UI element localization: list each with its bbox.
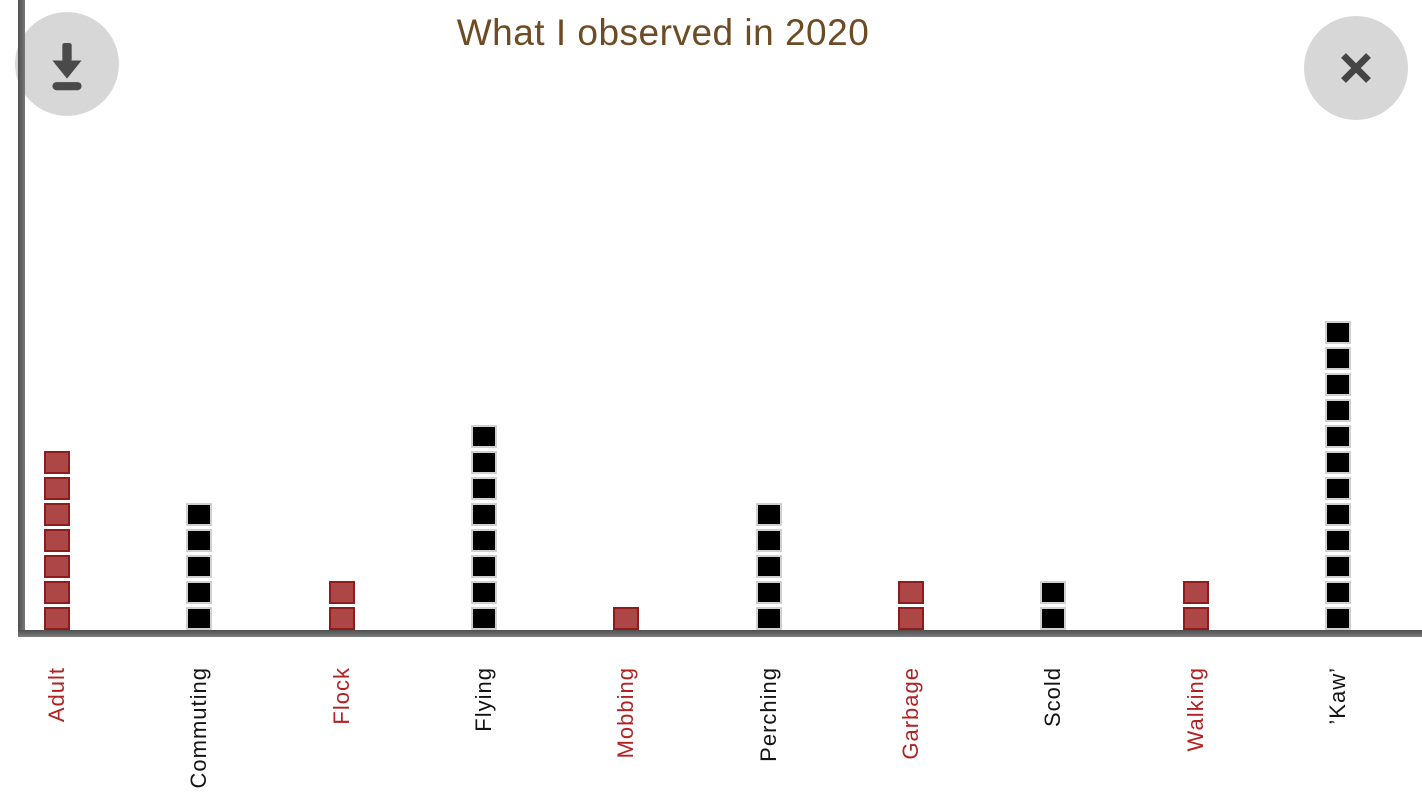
unit-square: [44, 607, 70, 630]
bar-flock: [328, 578, 355, 630]
unit-square: [1324, 477, 1351, 500]
bar-scold: [1040, 578, 1067, 630]
unit-square: [44, 503, 70, 526]
bar-flying: [470, 422, 497, 630]
unit-square: [755, 581, 782, 604]
x-tick-label-walking: Walking: [1182, 667, 1208, 752]
unit-square: [755, 555, 782, 578]
bar-adult: [44, 448, 70, 630]
unit-square: [1324, 399, 1351, 422]
x-tick-label-perching: Perching: [755, 667, 781, 762]
close-icon: [1326, 38, 1386, 98]
x-tick-label-scold: Scold: [1040, 667, 1066, 728]
unit-square: [470, 555, 497, 578]
unit-square: [470, 503, 497, 526]
unit-square: [186, 607, 213, 630]
page-title: What I observed in 2020: [456, 12, 870, 53]
x-tick-label-kaw: ’Kaw’: [1324, 667, 1350, 725]
unit-square: [897, 581, 924, 604]
unit-square: [1040, 581, 1067, 604]
unit-square: [186, 503, 213, 526]
bar-kaw: [1324, 318, 1351, 630]
unit-square: [186, 529, 213, 552]
unit-square: [1324, 425, 1351, 448]
x-tick-label-mobbing: Mobbing: [613, 667, 639, 759]
unit-square: [470, 451, 497, 474]
unit-square: [1040, 607, 1067, 630]
unit-square: [755, 529, 782, 552]
unit-square: [470, 607, 497, 630]
unit-square: [328, 581, 355, 604]
bar-garbage: [897, 578, 924, 630]
unit-square: [44, 477, 70, 500]
unit-square: [1324, 529, 1351, 552]
download-icon: [39, 36, 95, 92]
unit-square: [755, 607, 782, 630]
unit-square: [44, 581, 70, 604]
unit-square: [470, 477, 497, 500]
x-tick-label-adult: Adult: [44, 667, 69, 723]
x-tick-label-flock: Flock: [328, 667, 354, 725]
unit-square: [1182, 607, 1209, 630]
unit-square: [897, 607, 924, 630]
x-tick-label-garbage: Garbage: [897, 667, 923, 760]
unit-square: [1182, 581, 1209, 604]
unit-square: [44, 555, 70, 578]
unit-square: [1324, 581, 1351, 604]
unit-square: [44, 451, 70, 474]
x-tick-label-commuting: Commuting: [186, 667, 212, 789]
close-button[interactable]: [1304, 16, 1408, 120]
unit-square: [470, 581, 497, 604]
y-axis: [18, 0, 25, 637]
unit-square: [613, 607, 640, 630]
unit-square: [470, 529, 497, 552]
unit-square: [1324, 555, 1351, 578]
unit-square: [1324, 373, 1351, 396]
unit-square: [1324, 321, 1351, 344]
unit-square: [186, 555, 213, 578]
download-button[interactable]: [15, 12, 119, 116]
bar-walking: [1182, 578, 1209, 630]
unit-square: [44, 529, 70, 552]
bar-perching: [755, 500, 782, 630]
unit-square: [1324, 347, 1351, 370]
unit-square: [755, 503, 782, 526]
bar-mobbing: [613, 604, 640, 630]
bar-commuting: [186, 500, 213, 630]
unit-square: [328, 607, 355, 630]
x-axis: [18, 630, 1422, 637]
unit-square: [1324, 503, 1351, 526]
unit-square: [470, 425, 497, 448]
x-tick-label-flying: Flying: [470, 667, 496, 732]
unit-square: [186, 581, 213, 604]
unit-square: [1324, 607, 1351, 630]
unit-square: [1324, 451, 1351, 474]
